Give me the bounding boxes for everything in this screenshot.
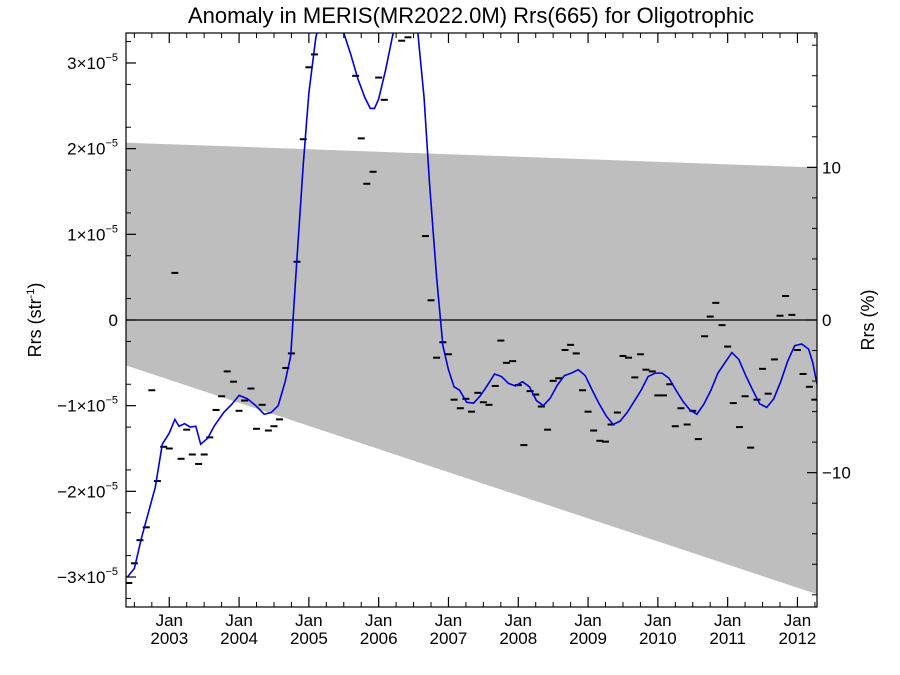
x-tick-month-label: Jan (156, 611, 183, 630)
x-tick-month-label: Jan (365, 611, 392, 630)
y-left-tick-label: 1×10−5 (67, 223, 118, 244)
x-tick-month-label: Jan (644, 611, 671, 630)
y-left-tick-label: −1×10−5 (57, 395, 118, 416)
x-axis: Jan2003Jan2004Jan2005Jan2006Jan2007Jan20… (133, 33, 817, 648)
y-axis-left-label: Rrs (str-1) (25, 283, 45, 358)
plot-area (126, 33, 817, 595)
x-tick-year-label: 2006 (360, 629, 398, 648)
uncertainty-band (126, 142, 817, 595)
x-tick-year-label: 2010 (639, 629, 677, 648)
y-left-tick-label: −2×10−5 (57, 480, 118, 501)
x-tick-year-label: 2008 (499, 629, 537, 648)
x-tick-year-label: 2003 (150, 629, 188, 648)
right-axis: −10 0 10 (807, 44, 851, 596)
y-right-tick-label: 0 (822, 311, 831, 330)
y-right-tick-label: −10 (822, 464, 851, 483)
y-left-tick-label: 2×10−5 (67, 138, 118, 159)
smoothed-series-line (126, 33, 817, 578)
y-left-tick-label: 0 (109, 311, 118, 330)
x-tick-year-label: 2011 (709, 629, 746, 648)
y-left-tick-label: −3×10−5 (57, 566, 118, 587)
y-axis-right-label: Rrs (%) (858, 290, 878, 351)
x-tick-month-label: Jan (295, 611, 322, 630)
x-tick-year-label: 2009 (569, 629, 607, 648)
monthly-points (126, 36, 817, 585)
x-tick-month-label: Jan (435, 611, 462, 630)
chart-title: Anomaly in MERIS(MR2022.0M) Rrs(665) for… (188, 3, 754, 28)
x-tick-month-label: Jan (574, 611, 601, 630)
x-tick-year-label: 2007 (430, 629, 468, 648)
y-right-tick-label: 10 (822, 158, 841, 177)
x-tick-year-label: 2005 (290, 629, 328, 648)
x-tick-month-label: Jan (505, 611, 532, 630)
x-tick-month-label: Jan (714, 611, 741, 630)
x-tick-month-label: Jan (225, 611, 252, 630)
x-tick-year-label: 2012 (779, 629, 817, 648)
x-tick-year-label: 2004 (220, 629, 258, 648)
y-left-tick-label: 3×10−5 (67, 52, 118, 73)
x-tick-month-label: Jan (784, 611, 811, 630)
left-axis: −3×10−5 −2×10−5 −1×10−5 0 1×10−5 2×10−5 3×10−5 (57, 41, 136, 599)
